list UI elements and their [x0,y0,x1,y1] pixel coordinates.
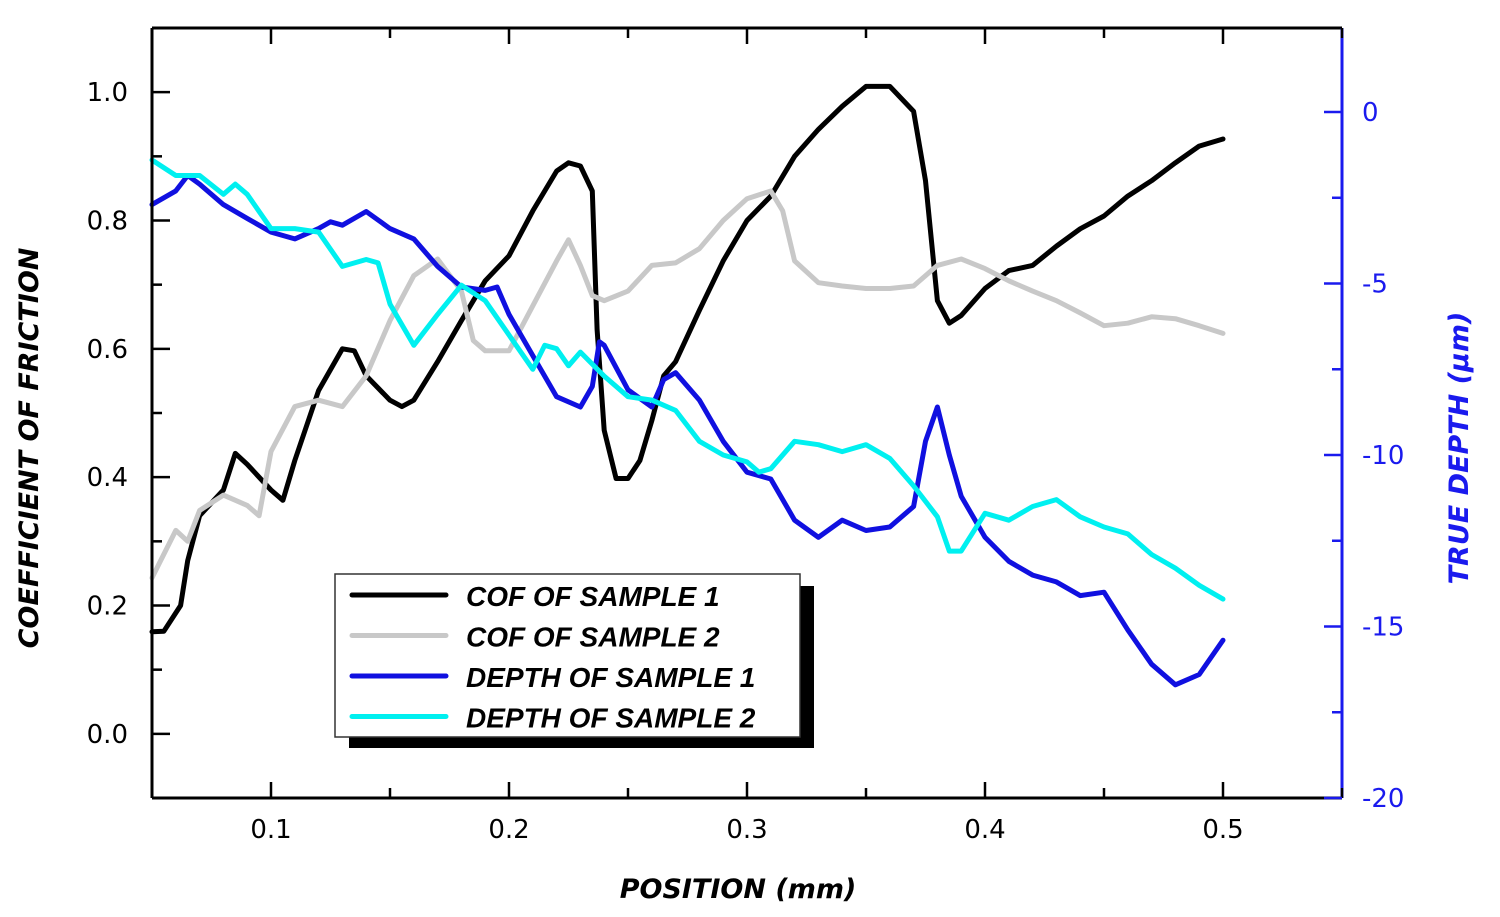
series-line-1 [149,83,1226,635]
x-tick-label: 0.2 [488,815,529,845]
y-tick-label: 0.8 [87,207,128,237]
series-line-2 [149,188,1226,581]
y-axis-title: COEFFICIENT OF FRICTION [14,247,45,648]
legend-label: COF OF SAMPLE 2 [466,622,720,653]
legend-box [334,573,801,738]
y2-axis-title: TRUE DEPTH (μm) [1444,312,1475,585]
legend-label: COF OF SAMPLE 1 [466,581,720,612]
y2-tick-label: 0 [1362,98,1379,128]
series-line-3 [149,173,1226,688]
legend-label: DEPTH OF SAMPLE 1 [466,662,755,693]
y2-tick-label: -15 [1362,613,1404,643]
legend: COF OF SAMPLE 1 COF OF SAMPLE 2 DEPTH OF S… [334,573,814,748]
y-tick-label: 0.2 [87,592,128,622]
y2-tick-label: -5 [1362,270,1388,300]
x-tick-label: 0.3 [726,815,767,845]
series-layer [149,83,1226,688]
x-axis-title: POSITION (mm) [620,874,857,905]
x-tick-label: 0.5 [1202,815,1243,845]
x-tick-label: 0.1 [250,815,291,845]
y-tick-label: 1.0 [87,78,128,108]
y2-tick-label: -10 [1362,441,1404,471]
legend-label: DEPTH OF SAMPLE 2 [466,703,756,734]
y-tick-label: 0.6 [87,335,128,365]
y2-tick-label: -20 [1362,784,1404,814]
axes-layer: 0.1 0.2 0.3 0.4 0.5 0.0 0.2 0.4 0.6 0.8 1.0 0 -5 -10 -… [87,26,1404,845]
x-tick-label: 0.4 [964,815,1005,845]
y-tick-label: 0.0 [87,720,128,750]
y-tick-label: 0.4 [87,463,128,493]
series-line-4 [149,157,1226,602]
